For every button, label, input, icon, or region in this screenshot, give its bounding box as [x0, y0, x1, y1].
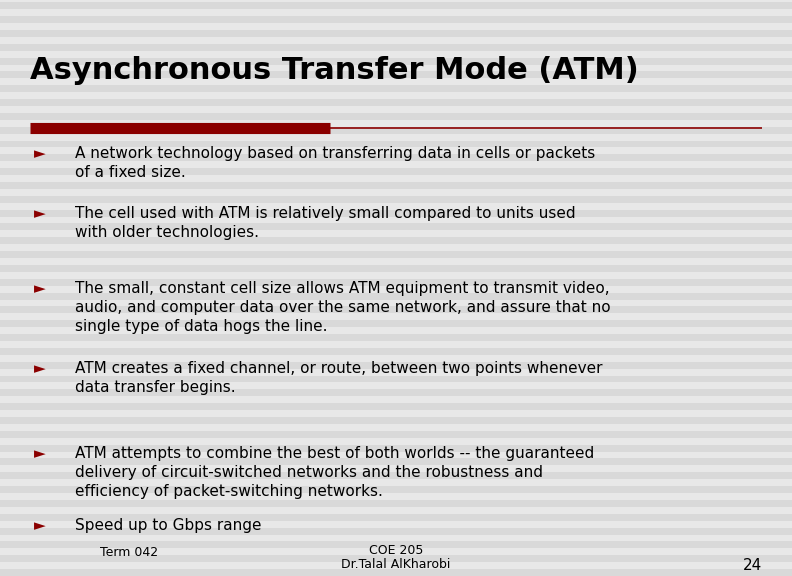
Text: ►: ► [34, 281, 46, 296]
Text: A network technology based on transferring data in cells or packets
of a fixed s: A network technology based on transferri… [75, 146, 596, 180]
Text: Speed up to Gbps range: Speed up to Gbps range [75, 518, 261, 533]
Bar [0, 265, 792, 272]
Bar [0, 85, 792, 92]
Text: ►: ► [34, 206, 46, 221]
Bar [0, 154, 792, 161]
Bar [0, 71, 792, 78]
Text: ►: ► [34, 361, 46, 376]
Text: The cell used with ATM is relatively small compared to units used
with older tec: The cell used with ATM is relatively sma… [75, 206, 576, 240]
Bar [0, 58, 792, 65]
Bar [0, 168, 792, 175]
Bar [0, 528, 792, 535]
Text: COE 205: COE 205 [369, 544, 423, 557]
Text: ATM attempts to combine the best of both worlds -- the guaranteed
delivery of ci: ATM attempts to combine the best of both… [75, 446, 594, 499]
Bar [0, 223, 792, 230]
Bar [0, 16, 792, 23]
Text: Asynchronous Transfer Mode (ATM): Asynchronous Transfer Mode (ATM) [30, 56, 639, 85]
Bar [0, 348, 792, 355]
Text: Term 042: Term 042 [100, 547, 158, 559]
Bar [0, 569, 792, 576]
Bar [0, 2, 792, 9]
Text: ►: ► [34, 146, 46, 161]
Bar [0, 251, 792, 258]
Bar [0, 113, 792, 120]
Bar [0, 196, 792, 203]
Bar [0, 237, 792, 244]
Text: ATM creates a fixed channel, or route, between two points whenever
data transfer: ATM creates a fixed channel, or route, b… [75, 361, 603, 395]
Text: ►: ► [34, 518, 46, 533]
Bar [0, 182, 792, 189]
Bar [0, 320, 792, 327]
Bar [0, 555, 792, 562]
Bar [0, 514, 792, 521]
Bar [0, 141, 792, 147]
Bar [0, 334, 792, 341]
Text: ►: ► [34, 446, 46, 461]
Bar [0, 376, 792, 382]
Bar [0, 500, 792, 507]
Bar [0, 472, 792, 479]
Text: The small, constant cell size allows ATM equipment to transmit video,
audio, and: The small, constant cell size allows ATM… [75, 281, 611, 335]
Bar [0, 486, 792, 493]
Bar [0, 445, 792, 452]
Bar [0, 44, 792, 51]
Bar [0, 403, 792, 410]
Bar [0, 210, 792, 217]
Bar [0, 99, 792, 106]
Bar [0, 389, 792, 396]
Bar [0, 306, 792, 313]
Text: Dr.Talal AlKharobi: Dr.Talal AlKharobi [341, 558, 451, 571]
Bar [0, 127, 792, 134]
Bar [0, 431, 792, 438]
Bar [0, 279, 792, 286]
Bar [0, 417, 792, 424]
Bar [0, 362, 792, 369]
Bar [0, 293, 792, 300]
Bar [0, 541, 792, 548]
Bar [0, 458, 792, 465]
Bar [0, 30, 792, 37]
Text: 24: 24 [743, 558, 762, 573]
